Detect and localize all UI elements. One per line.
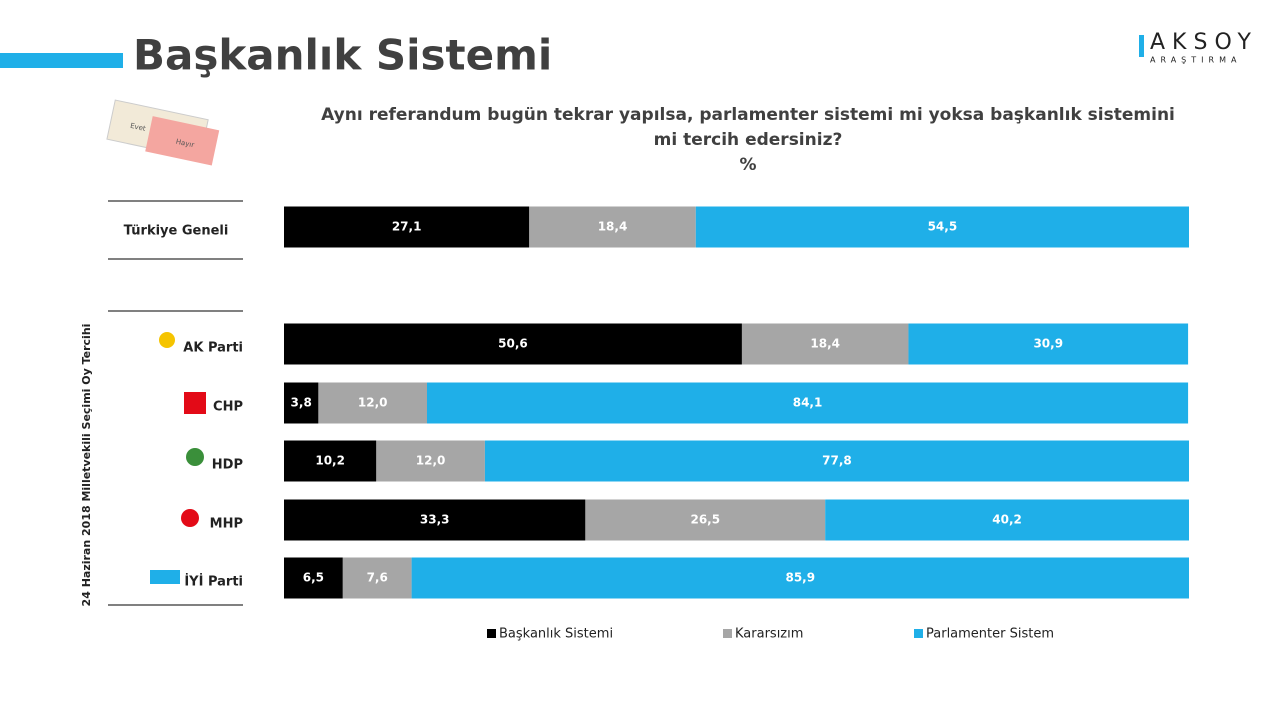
bar-segment — [284, 557, 343, 599]
party-icon — [184, 392, 206, 414]
value-label: 40,2 — [992, 513, 1022, 527]
value-label: 26,5 — [690, 513, 720, 527]
party-icon — [181, 509, 199, 527]
legend-swatch — [723, 629, 732, 638]
bar-segment — [284, 323, 742, 365]
value-label: 33,3 — [420, 513, 450, 527]
ballot-image: Evet Hayır — [106, 99, 220, 166]
value-label: 54,5 — [928, 220, 958, 234]
value-label: 12,0 — [416, 454, 446, 468]
unit: % — [739, 155, 757, 175]
side-label: 24 Haziran 2018 Milletvekili Seçimi Oy T… — [80, 324, 93, 607]
bar-segment — [695, 206, 1189, 248]
value-label: 6,5 — [303, 571, 324, 585]
category-label: İYİ Parti — [184, 574, 243, 590]
value-label: 10,2 — [315, 454, 345, 468]
party-icon — [150, 570, 180, 584]
ballot-yes-label: Evet — [129, 122, 146, 133]
value-label: 85,9 — [785, 571, 815, 585]
bar-segment — [376, 440, 485, 482]
bar-segment — [585, 499, 826, 541]
bar-segment — [529, 206, 696, 248]
value-label: 30,9 — [1033, 337, 1063, 351]
bar-segment — [411, 557, 1190, 599]
legend-label: Parlamenter Sistem — [926, 627, 1054, 642]
logo-mark — [1139, 35, 1144, 57]
bar-segment — [426, 382, 1189, 424]
category-label: HDP — [212, 458, 243, 473]
value-label: 3,8 — [291, 396, 312, 410]
bar-segment — [284, 440, 377, 482]
legend-swatch — [487, 629, 496, 638]
category-label: CHP — [213, 400, 243, 415]
title-accent — [0, 53, 123, 68]
party-icon — [159, 332, 175, 348]
category-label: AK Parti — [183, 341, 243, 356]
legend-swatch — [914, 629, 923, 638]
value-label: 18,4 — [810, 337, 840, 351]
question-text: Aynı referandum bugün tekrar yapılsa, pa… — [321, 105, 1175, 150]
bar-segment — [284, 382, 319, 424]
value-label: 84,1 — [793, 396, 823, 410]
bar-segment — [318, 382, 427, 424]
ballot-no — [145, 116, 220, 166]
category-label: Türkiye Geneli — [124, 224, 229, 239]
value-label: 12,0 — [358, 396, 388, 410]
logo-name: AKSOY — [1150, 30, 1258, 55]
bar-segment — [342, 557, 412, 599]
logo-sub: ARAŞTIRMA — [1150, 56, 1241, 65]
bar-segment — [284, 499, 586, 541]
category-label: MHP — [210, 517, 243, 532]
bar-segment — [908, 323, 1189, 365]
legend-label: Kararsızım — [735, 627, 803, 642]
bar-segment — [825, 499, 1189, 541]
bar-segment — [284, 206, 530, 248]
question: Aynı referandum bugün tekrar yapılsa, pa… — [308, 103, 1188, 178]
legend-label: Başkanlık Sistemi — [499, 627, 613, 642]
value-label: 18,4 — [598, 220, 628, 234]
bar-segment — [484, 440, 1189, 482]
party-icon — [186, 448, 204, 466]
value-label: 77,8 — [822, 454, 852, 468]
value-label: 7,6 — [367, 571, 388, 585]
bar-segment — [741, 323, 909, 365]
ballot-no-label: Hayır — [175, 138, 195, 150]
value-label: 50,6 — [498, 337, 528, 351]
value-label: 27,1 — [392, 220, 422, 234]
title: Başkanlık Sistemi — [133, 31, 552, 80]
